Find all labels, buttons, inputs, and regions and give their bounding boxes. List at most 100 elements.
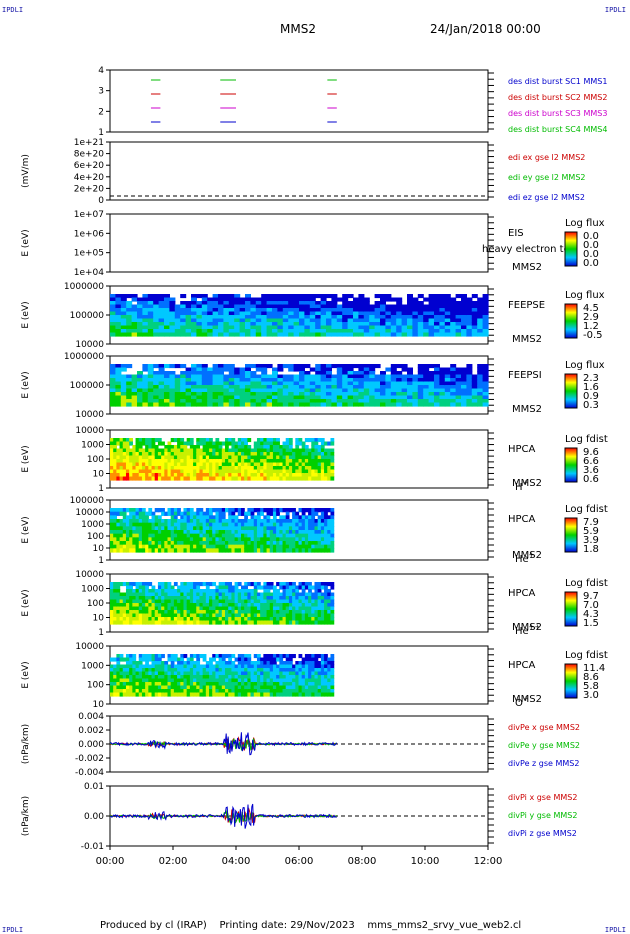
spectrogram-cell <box>193 515 197 520</box>
spectrogram-cell <box>260 541 264 546</box>
spectrogram-cell <box>185 332 192 337</box>
spectrogram-cell <box>276 548 280 553</box>
spectrogram-cell <box>154 544 159 549</box>
spectrogram-cell <box>170 533 175 538</box>
spectrogram-cell <box>173 469 178 474</box>
spectrogram-cell <box>218 585 223 590</box>
spectrogram-cell <box>110 476 114 481</box>
spectrogram-cell <box>266 388 273 393</box>
spectrogram-cell <box>461 399 467 404</box>
spectrogram-cell <box>141 476 146 481</box>
spectrogram-cell <box>116 438 121 443</box>
spectrogram-cell <box>255 399 262 404</box>
spectrogram-cell <box>253 526 258 531</box>
spectrogram-cell <box>164 322 170 327</box>
spectrogram-cell <box>113 592 117 597</box>
spectrogram-cell <box>330 519 335 524</box>
spectrogram-cell <box>260 530 264 535</box>
panel-frame <box>109 213 489 273</box>
spectrogram-cell <box>202 469 207 474</box>
spectrogram-cell <box>245 364 251 369</box>
spectrogram-cell <box>434 308 440 313</box>
spectrogram-cell <box>158 294 165 299</box>
spectrogram-cell <box>164 603 169 608</box>
spectrogram-cell <box>342 402 349 407</box>
spectrogram-cell <box>142 304 149 309</box>
spectrogram-cell <box>110 511 114 516</box>
spectrogram-cell <box>358 367 365 372</box>
spectrogram-cell <box>250 301 257 306</box>
spectrogram-cell <box>129 441 133 446</box>
y-axis-label: E (eV) <box>21 229 31 256</box>
spectrogram-cell <box>244 599 248 604</box>
spectrogram-cell <box>207 392 214 397</box>
spectrogram-cell <box>225 438 229 443</box>
spectrogram-cell <box>288 473 293 478</box>
spectrogram-cell <box>202 657 207 662</box>
spectrogram-cell <box>239 311 246 316</box>
spectrogram-cell <box>138 508 143 513</box>
spectrogram-cell <box>119 541 124 546</box>
spectrogram-cell <box>113 606 117 611</box>
spectrogram-cell <box>153 294 160 299</box>
spectrogram-cell <box>390 325 397 330</box>
spectrogram-cell <box>369 329 376 334</box>
spectrogram-cell <box>215 678 220 683</box>
spectrogram-cell <box>120 364 127 369</box>
spectrogram-cell <box>260 596 264 601</box>
spectrogram-cell <box>225 473 229 478</box>
spectrogram-cell <box>170 692 175 697</box>
spectrogram-cell <box>234 455 239 460</box>
spectrogram-cell <box>269 466 274 471</box>
spectrogram-cell <box>135 592 140 597</box>
spectrogram-cell <box>239 385 246 390</box>
spectrogram-cell <box>347 388 354 393</box>
spectrogram-cell <box>221 466 226 471</box>
spectrogram-cell <box>263 610 268 615</box>
spectrogram-cell <box>320 664 325 669</box>
spectrogram-cell <box>482 399 489 404</box>
spectrogram-cell <box>439 395 446 400</box>
spectrogram-cell <box>311 515 316 520</box>
spectrogram-cell <box>304 332 311 337</box>
spectrogram-cell <box>263 469 268 474</box>
spectrogram-cell <box>314 441 319 446</box>
spectrogram-cell <box>293 301 300 306</box>
spectrogram-cell <box>282 455 287 460</box>
spectrogram-cell <box>196 613 201 618</box>
spectrogram-cell <box>223 301 230 306</box>
corner-label-bottom-right: IPDLI <box>604 926 626 934</box>
spectrogram-cell <box>353 308 359 313</box>
spectrogram-cell <box>237 661 242 666</box>
spectrogram-cell <box>250 544 255 549</box>
spectrogram-cell <box>293 378 300 383</box>
spectrogram-cell <box>161 617 165 622</box>
spectrogram-cell <box>320 469 325 474</box>
spectrogram-cell <box>347 367 354 372</box>
spectrogram-cell <box>309 318 316 323</box>
spectrogram-cell <box>369 308 376 313</box>
spectrogram-cell <box>314 548 319 553</box>
spectrogram-cell <box>221 473 226 478</box>
spectrogram-cell <box>428 308 435 313</box>
spectrogram-cell <box>330 582 335 587</box>
colorbar-label: Log fdist <box>565 578 608 589</box>
spectrogram-cell <box>266 668 271 673</box>
spectrogram-cell <box>209 459 213 464</box>
spectrogram-cell <box>218 613 223 618</box>
spectrogram-cell <box>277 399 284 404</box>
spectrogram-cell <box>228 374 235 379</box>
spectrogram-cell <box>369 388 376 393</box>
spectrogram-cell <box>380 311 386 316</box>
spectrogram-cell <box>412 332 419 337</box>
spectrogram-cell <box>288 671 293 676</box>
spectrogram-cell <box>212 308 219 313</box>
spectrogram-cell <box>218 455 223 460</box>
spectrogram-cell <box>298 508 303 513</box>
spectrogram-cell <box>170 671 175 676</box>
spectrogram-cell <box>327 508 332 513</box>
spectrogram-cell <box>471 381 478 386</box>
spectrogram-cell <box>122 508 127 513</box>
spectrogram-cell <box>183 476 188 481</box>
spectrogram-cell <box>244 459 248 464</box>
